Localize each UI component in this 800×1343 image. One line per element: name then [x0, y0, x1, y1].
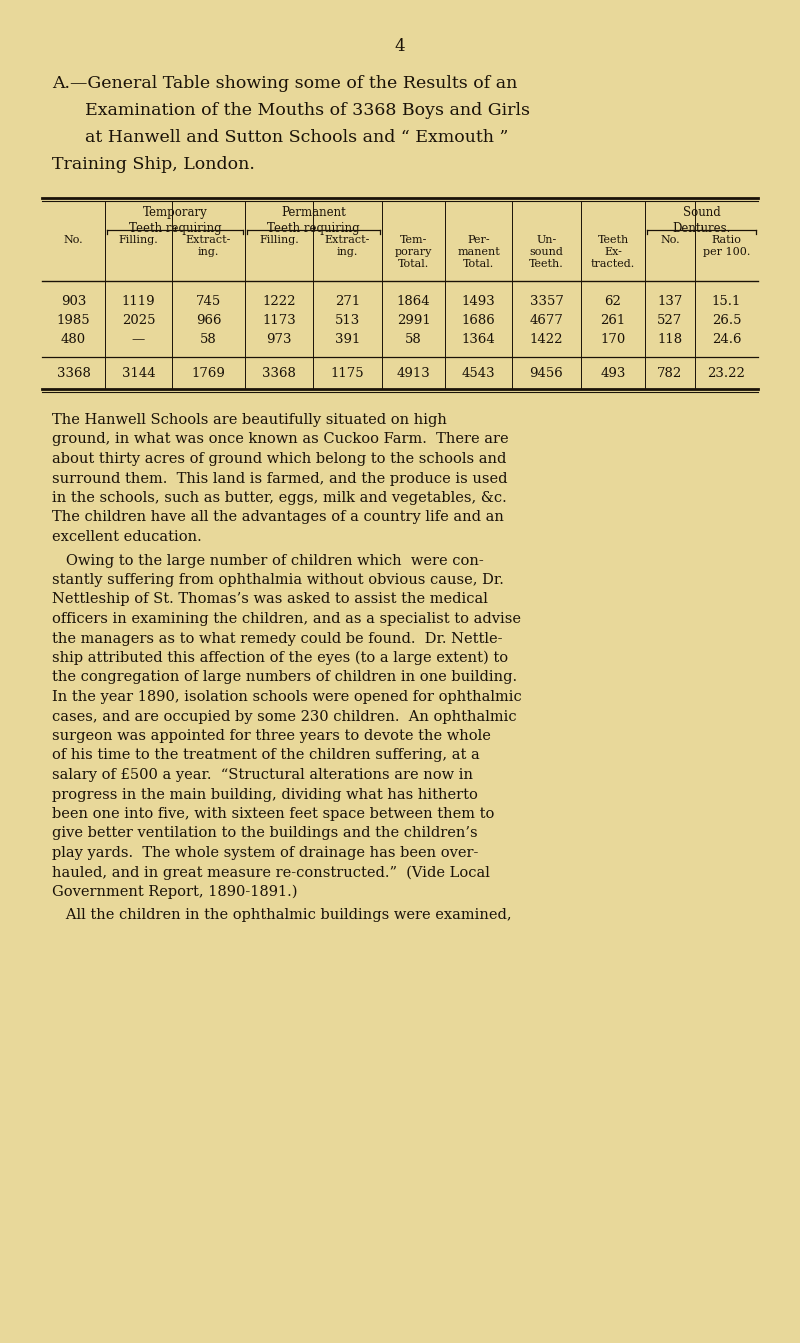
- Text: 2991: 2991: [397, 314, 430, 326]
- Text: Ratio
per 100.: Ratio per 100.: [703, 235, 750, 257]
- Text: 1493: 1493: [462, 295, 495, 308]
- Text: play yards.  The whole system of drainage has been over-: play yards. The whole system of drainage…: [52, 846, 478, 860]
- Text: 261: 261: [600, 314, 626, 326]
- Text: 23.22: 23.22: [707, 367, 746, 380]
- Text: In the year 1890, isolation schools were opened for ophthalmic: In the year 1890, isolation schools were…: [52, 690, 522, 704]
- Text: The Hanwell Schools are beautifully situated on high: The Hanwell Schools are beautifully situ…: [52, 414, 447, 427]
- Text: A.—General Table showing some of the Results of an: A.—General Table showing some of the Res…: [52, 75, 518, 93]
- Text: give better ventilation to the buildings and the children’s: give better ventilation to the buildings…: [52, 826, 478, 841]
- Text: ground, in what was once known as Cuckoo Farm.  There are: ground, in what was once known as Cuckoo…: [52, 432, 509, 446]
- Text: Training Ship, London.: Training Ship, London.: [52, 156, 255, 173]
- Text: been one into five, with sixteen feet space between them to: been one into five, with sixteen feet sp…: [52, 807, 494, 821]
- Text: 3144: 3144: [122, 367, 155, 380]
- Text: excellent education.: excellent education.: [52, 530, 202, 544]
- Text: the managers as to what remedy could be found.  Dr. Nettle-: the managers as to what remedy could be …: [52, 631, 502, 646]
- Text: at Hanwell and Sutton Schools and “ Exmouth ”: at Hanwell and Sutton Schools and “ Exmo…: [85, 129, 508, 146]
- Text: No.: No.: [64, 235, 83, 244]
- Text: 1686: 1686: [462, 314, 495, 326]
- Text: stantly suffering from ophthalmia without obvious cause, Dr.: stantly suffering from ophthalmia withou…: [52, 573, 504, 587]
- Text: 170: 170: [600, 333, 626, 346]
- Text: 24.6: 24.6: [712, 333, 742, 346]
- Text: Examination of the Mouths of 3368 Boys and Girls: Examination of the Mouths of 3368 Boys a…: [85, 102, 530, 120]
- Text: 4543: 4543: [462, 367, 495, 380]
- Text: hauled, and in great measure re-constructed.”  (Vide Local: hauled, and in great measure re-construc…: [52, 865, 490, 880]
- Text: 527: 527: [658, 314, 682, 326]
- Text: 1985: 1985: [57, 314, 90, 326]
- Text: 3357: 3357: [530, 295, 563, 308]
- Text: in the schools, such as butter, eggs, milk and vegetables, &c.: in the schools, such as butter, eggs, mi…: [52, 492, 506, 505]
- Text: 15.1: 15.1: [712, 295, 741, 308]
- Text: 1769: 1769: [191, 367, 226, 380]
- Text: Extract-
ing.: Extract- ing.: [325, 235, 370, 257]
- Text: surround them.  This land is farmed, and the produce is used: surround them. This land is farmed, and …: [52, 471, 507, 486]
- Text: All the children in the ophthalmic buildings were examined,: All the children in the ophthalmic build…: [52, 908, 512, 923]
- Text: Per-
manent
Total.: Per- manent Total.: [457, 235, 500, 269]
- Text: 1364: 1364: [462, 333, 495, 346]
- Text: 903: 903: [61, 295, 86, 308]
- Text: 58: 58: [405, 333, 422, 346]
- Text: Filling.: Filling.: [259, 235, 299, 244]
- Text: Temporary
Teeth requiring: Temporary Teeth requiring: [129, 205, 222, 235]
- Text: 4913: 4913: [397, 367, 430, 380]
- Text: 4: 4: [394, 38, 406, 55]
- Text: —: —: [132, 333, 145, 346]
- Text: officers in examining the children, and as a specialist to advise: officers in examining the children, and …: [52, 612, 521, 626]
- Text: 745: 745: [196, 295, 221, 308]
- Text: 480: 480: [61, 333, 86, 346]
- Text: 966: 966: [196, 314, 222, 326]
- Text: 1173: 1173: [262, 314, 296, 326]
- Text: progress in the main building, dividing what has hitherto: progress in the main building, dividing …: [52, 787, 478, 802]
- Text: Sound
Dentures.: Sound Dentures.: [672, 205, 730, 235]
- Text: of his time to the treatment of the children suffering, at a: of his time to the treatment of the chil…: [52, 748, 480, 763]
- Text: Nettleship of St. Thomas’s was asked to assist the medical: Nettleship of St. Thomas’s was asked to …: [52, 592, 488, 607]
- Text: Tem-
porary
Total.: Tem- porary Total.: [395, 235, 432, 269]
- Text: 493: 493: [600, 367, 626, 380]
- Text: 391: 391: [335, 333, 360, 346]
- Text: about thirty acres of ground which belong to the schools and: about thirty acres of ground which belon…: [52, 453, 506, 466]
- Text: surgeon was appointed for three years to devote the whole: surgeon was appointed for three years to…: [52, 729, 491, 743]
- Text: No.: No.: [660, 235, 680, 244]
- Text: 26.5: 26.5: [712, 314, 742, 326]
- Text: 1119: 1119: [122, 295, 155, 308]
- Text: 137: 137: [658, 295, 682, 308]
- Text: 58: 58: [200, 333, 217, 346]
- Text: Permanent
Teeth requiring: Permanent Teeth requiring: [267, 205, 360, 235]
- Text: the congregation of large numbers of children in one building.: the congregation of large numbers of chi…: [52, 670, 517, 685]
- Text: 3368: 3368: [262, 367, 296, 380]
- Text: Un-
sound
Teeth.: Un- sound Teeth.: [529, 235, 564, 269]
- Text: 62: 62: [605, 295, 622, 308]
- Text: salary of £500 a year.  “Structural alterations are now in: salary of £500 a year. “Structural alter…: [52, 768, 473, 782]
- Text: The children have all the advantages of a country life and an: The children have all the advantages of …: [52, 510, 504, 525]
- Text: 9456: 9456: [530, 367, 563, 380]
- Text: 513: 513: [335, 314, 360, 326]
- Text: 782: 782: [658, 367, 682, 380]
- Text: Government Report, 1890-1891.): Government Report, 1890-1891.): [52, 885, 298, 900]
- Text: 1422: 1422: [530, 333, 563, 346]
- Text: cases, and are occupied by some 230 children.  An ophthalmic: cases, and are occupied by some 230 chil…: [52, 709, 517, 724]
- Text: 4677: 4677: [530, 314, 563, 326]
- Text: 1175: 1175: [330, 367, 364, 380]
- Text: ship attributed this affection of the eyes (to a large extent) to: ship attributed this affection of the ey…: [52, 651, 508, 665]
- Text: 3368: 3368: [57, 367, 90, 380]
- Text: 118: 118: [658, 333, 682, 346]
- Text: 2025: 2025: [122, 314, 155, 326]
- Text: Teeth
Ex-
tracted.: Teeth Ex- tracted.: [591, 235, 635, 269]
- Text: Owing to the large number of children which  were con-: Owing to the large number of children wh…: [52, 553, 484, 568]
- Text: Filling.: Filling.: [118, 235, 158, 244]
- Text: 271: 271: [335, 295, 360, 308]
- Text: 1222: 1222: [262, 295, 296, 308]
- Text: Extract-
ing.: Extract- ing.: [186, 235, 231, 257]
- Text: 973: 973: [266, 333, 292, 346]
- Text: 1864: 1864: [397, 295, 430, 308]
